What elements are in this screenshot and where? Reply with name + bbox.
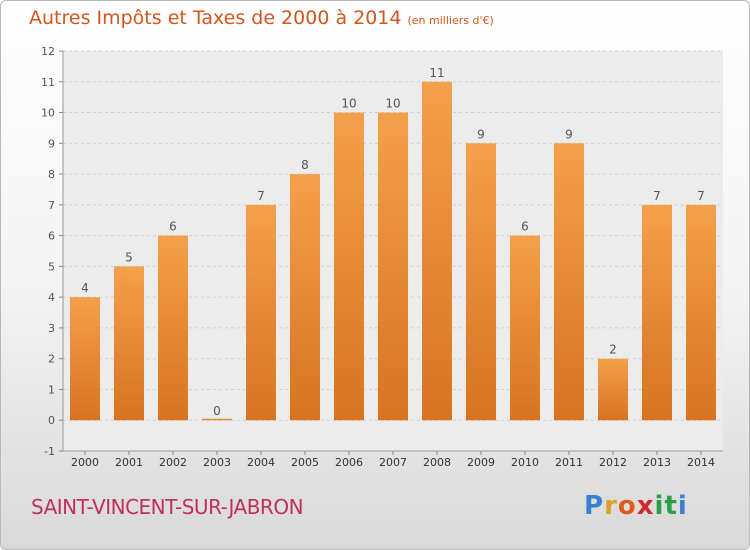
x-tick-label: 2008 (423, 456, 451, 469)
bar (246, 204, 276, 421)
data-label: 9 (565, 127, 573, 141)
x-tick-label: 2006 (335, 456, 363, 469)
x-tick-label: 2004 (247, 456, 275, 469)
logo-letter: P (584, 491, 605, 521)
data-label: 6 (521, 220, 529, 234)
x-tick-label: 2001 (115, 456, 143, 469)
bar (466, 143, 496, 421)
y-tick-label: 6 (48, 230, 55, 243)
y-tick-label: 11 (41, 76, 55, 89)
x-tick-label: 2007 (379, 456, 407, 469)
data-label: 6 (169, 220, 177, 234)
data-label: 0 (213, 404, 221, 418)
y-tick-label: 3 (48, 322, 55, 335)
data-label: 4 (81, 281, 89, 295)
bar (686, 204, 716, 421)
y-tick-label: 7 (48, 199, 55, 212)
bar (378, 112, 408, 421)
bar (510, 235, 540, 421)
logo-letter: i (654, 491, 665, 521)
data-label: 7 (653, 189, 661, 203)
data-label: 2 (609, 343, 617, 357)
y-tick-label: -1 (44, 445, 55, 458)
data-label: 10 (341, 97, 356, 111)
data-label: 10 (385, 97, 400, 111)
y-tick-label: 5 (48, 260, 55, 273)
bar (598, 358, 628, 421)
y-tick-label: 10 (41, 107, 55, 120)
logo-letter: o (617, 491, 637, 521)
bar (202, 418, 232, 421)
y-tick-label: 8 (48, 168, 55, 181)
y-tick-label: 1 (48, 383, 55, 396)
chart-title: Autres Impôts et Taxes de 2000 à 2014 (en… (29, 7, 494, 29)
proxiti-logo[interactable]: Proxiti (584, 491, 688, 521)
data-label: 8 (301, 158, 309, 172)
bar (422, 81, 452, 421)
x-tick-label: 2013 (643, 456, 671, 469)
y-tick-label: 12 (41, 45, 55, 58)
bar (642, 204, 672, 421)
bar (290, 174, 320, 421)
y-tick-label: 9 (48, 137, 55, 150)
y-tick-label: 0 (48, 414, 55, 427)
chart-title-text: Autres Impôts et Taxes de 2000 à 2014 (29, 7, 402, 29)
x-tick-label: 2003 (203, 456, 231, 469)
chart-subtitle: (en milliers d'€) (407, 14, 494, 27)
x-tick-label: 2014 (687, 456, 715, 469)
x-tick-label: 2010 (511, 456, 539, 469)
bar (334, 112, 364, 421)
x-tick-label: 2009 (467, 456, 495, 469)
data-label: 5 (125, 250, 133, 264)
bar (158, 235, 188, 421)
y-tick-label: 2 (48, 353, 55, 366)
y-tick-label: 4 (48, 291, 55, 304)
data-label: 7 (697, 189, 705, 203)
logo-letter: t (664, 491, 678, 521)
x-tick-label: 2012 (599, 456, 627, 469)
bar (114, 266, 144, 421)
x-tick-label: 2011 (555, 456, 583, 469)
data-label: 7 (257, 189, 265, 203)
bar (70, 297, 100, 421)
data-label: 11 (429, 66, 444, 80)
x-tick-label: 2002 (159, 456, 187, 469)
logo-letter: r (604, 491, 618, 521)
logo-letter: x (636, 491, 655, 521)
bar (554, 143, 584, 421)
x-tick-label: 2005 (291, 456, 319, 469)
data-label: 9 (477, 127, 485, 141)
logo-letter: i (677, 491, 688, 521)
x-tick-label: 2000 (71, 456, 99, 469)
commune-name: SAINT-VINCENT-SUR-JABRON (31, 495, 304, 519)
